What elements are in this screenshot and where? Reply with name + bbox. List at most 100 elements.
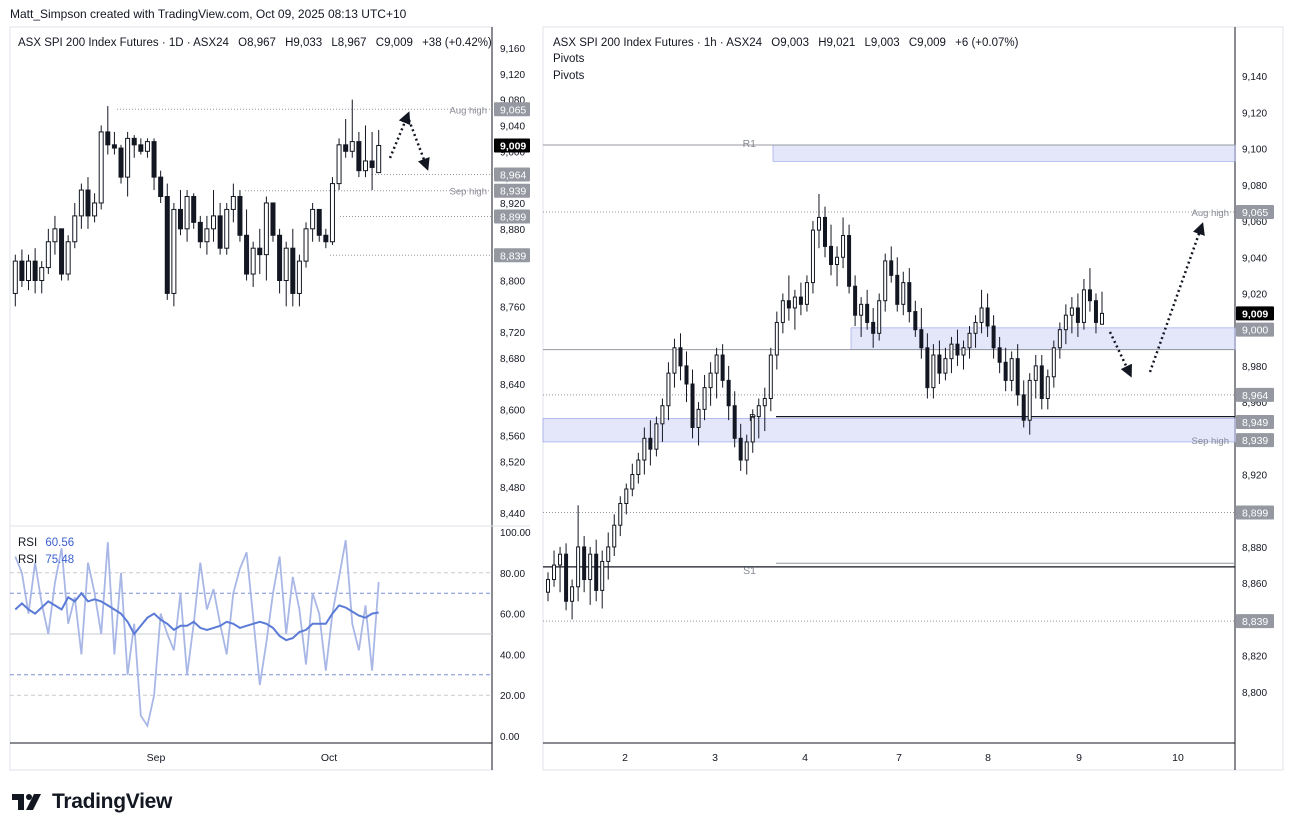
right-legend-change: +6 (+0.07%) bbox=[955, 37, 1018, 49]
price-tag-label: 9,000 bbox=[1242, 325, 1268, 337]
candle-body bbox=[1003, 361, 1008, 381]
price-tag-label: 8,939 bbox=[500, 186, 526, 198]
candle-body bbox=[65, 241, 71, 275]
left-legend-title: ASX SPI 200 Index Futures · 1D · ASX24 bbox=[18, 37, 230, 49]
left-candles bbox=[12, 99, 382, 307]
left-y-tick: 8,520 bbox=[500, 457, 525, 468]
right-y-tick: 8,800 bbox=[1242, 688, 1267, 699]
left-arrow-up bbox=[388, 111, 411, 159]
price-tag-bg bbox=[1236, 306, 1274, 321]
candle-body bbox=[369, 160, 375, 168]
left-y-tick: 9,160 bbox=[500, 44, 525, 55]
candle-body bbox=[237, 196, 243, 236]
right-y-tick: 9,080 bbox=[1242, 181, 1267, 192]
candle-body bbox=[197, 221, 203, 243]
candle-body bbox=[78, 189, 84, 217]
right-legend-close: C9,009 bbox=[909, 37, 946, 49]
rsi-legend-1-label: RSI bbox=[18, 537, 37, 549]
candle-body bbox=[907, 282, 912, 313]
right-y-tick: 9,060 bbox=[1242, 217, 1267, 228]
candle-body bbox=[991, 325, 996, 349]
left-y-tick: 8,880 bbox=[500, 225, 525, 236]
indicator-label-pivots-2[interactable]: Pivots bbox=[553, 70, 585, 82]
candle-body bbox=[678, 347, 683, 367]
candle-body bbox=[931, 354, 936, 389]
left-y-tick: 9,080 bbox=[500, 96, 525, 107]
candle-body bbox=[230, 196, 236, 210]
candle-body bbox=[865, 303, 870, 323]
candle-body bbox=[576, 546, 581, 588]
left-y-tick: 8,920 bbox=[500, 199, 525, 210]
price-tag-bg bbox=[494, 209, 530, 224]
right-y-tick: 8,880 bbox=[1242, 543, 1267, 554]
candle-body bbox=[708, 372, 713, 389]
price-tag-bg bbox=[494, 248, 530, 263]
right-y-tick: 9,140 bbox=[1242, 72, 1267, 83]
candle-body bbox=[1099, 312, 1104, 325]
candle-body bbox=[630, 474, 635, 490]
right-x-tick: 3 bbox=[712, 752, 718, 764]
rsi-y-tick: 40.00 bbox=[500, 650, 525, 661]
candle-body bbox=[111, 144, 117, 149]
candle-body bbox=[744, 441, 749, 461]
candle-body bbox=[164, 196, 170, 294]
left-price-tags: 9,065 9,009 8,964 8,939 8,899 8,839 bbox=[494, 102, 530, 263]
left-level-labels: Aug high Sep high bbox=[449, 105, 487, 197]
price-tag-label: 9,065 bbox=[500, 104, 526, 116]
tradingview-logo: TradingView bbox=[12, 790, 172, 814]
candle-body bbox=[901, 282, 906, 305]
right-level-lines bbox=[543, 144, 1235, 622]
rsi-y-tick: 20.00 bbox=[500, 691, 525, 702]
right-price-axis: 9,140 9,120 9,100 9,080 9,060 9,040 9,020 9,000… bbox=[1242, 72, 1267, 699]
left-y-tick: 8,480 bbox=[500, 483, 525, 494]
candle-body bbox=[217, 215, 223, 249]
price-tag-label: 9,065 bbox=[1242, 207, 1268, 219]
candle-body bbox=[714, 354, 719, 374]
candle-body bbox=[546, 579, 551, 593]
candle-body bbox=[636, 459, 641, 476]
candle-body bbox=[726, 379, 731, 407]
candle-body bbox=[582, 546, 587, 581]
right-x-tick: 9 bbox=[1076, 752, 1082, 764]
candle-body bbox=[660, 405, 665, 425]
right-x-tick: 2 bbox=[622, 752, 628, 764]
tradingview-logo-text: TradingView bbox=[52, 790, 173, 813]
candle-body bbox=[720, 354, 725, 381]
candle-body bbox=[666, 372, 671, 407]
candle-body bbox=[925, 347, 930, 389]
price-tag-label: 8,899 bbox=[500, 212, 526, 224]
candle-body bbox=[329, 183, 335, 243]
pivot-label-p: P bbox=[749, 412, 756, 424]
left-y-tick: 9,000 bbox=[500, 147, 525, 158]
candle-body bbox=[1033, 365, 1038, 381]
right-panel-frame bbox=[542, 26, 1284, 771]
price-tag-label: 8,949 bbox=[1242, 417, 1268, 429]
left-y-tick: 8,760 bbox=[500, 302, 525, 313]
candle-body bbox=[690, 383, 695, 428]
candle-body bbox=[19, 260, 25, 281]
candle-body bbox=[12, 260, 18, 294]
candle-body bbox=[303, 228, 309, 262]
candle-body bbox=[1009, 358, 1014, 381]
left-level-lines bbox=[117, 108, 492, 256]
candle-body bbox=[895, 274, 900, 305]
candle-body bbox=[323, 234, 329, 243]
price-tag-bg bbox=[1236, 387, 1274, 402]
right-y-tick: 8,960 bbox=[1242, 398, 1267, 409]
price-tag-label: 8,939 bbox=[1242, 435, 1268, 447]
candle-body bbox=[672, 347, 677, 374]
candle-body bbox=[955, 343, 960, 356]
price-tag-bg bbox=[1236, 415, 1274, 430]
candle-body bbox=[39, 267, 45, 282]
indicator-label-pivots-1[interactable]: Pivots bbox=[553, 53, 585, 65]
candle-body bbox=[336, 144, 342, 185]
right-y-tick: 8,920 bbox=[1242, 471, 1267, 482]
candle-body bbox=[1021, 394, 1026, 421]
candle-body bbox=[810, 229, 815, 284]
candle-body bbox=[349, 141, 355, 152]
candle-body bbox=[967, 332, 972, 349]
candle-body bbox=[191, 196, 197, 223]
candle-body bbox=[204, 228, 210, 243]
price-tag-bg bbox=[494, 138, 530, 153]
